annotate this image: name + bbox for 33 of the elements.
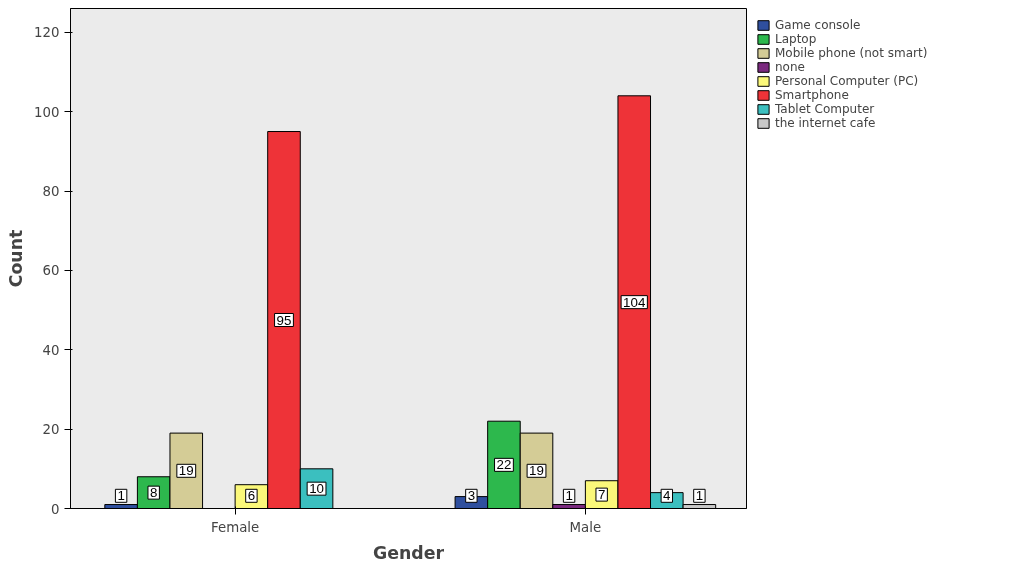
data-label: 104 <box>623 294 646 310</box>
y-axis-title: Count <box>6 229 27 288</box>
legend-label: Tablet Computer <box>775 102 875 116</box>
x-axis-title: Gender <box>372 542 445 563</box>
legend-label: Smartphone <box>775 88 849 102</box>
legend-label: Game console <box>775 18 861 32</box>
x-tick-label: Male <box>569 519 602 535</box>
legend-label: Mobile phone (not smart) <box>775 46 928 60</box>
data-label: 1 <box>117 488 125 504</box>
data-label: 8 <box>149 485 158 501</box>
data-label: 4 <box>663 488 672 504</box>
data-label: 1 <box>565 488 573 504</box>
data-label: 19 <box>178 463 194 479</box>
data-label: 6 <box>247 488 256 504</box>
legend-label: the internet cafe <box>775 116 876 130</box>
y-tick-label: 120 <box>34 25 60 41</box>
legend-label: Laptop <box>775 32 817 46</box>
data-label: 19 <box>529 463 544 479</box>
y-tick-label: 80 <box>42 184 60 200</box>
data-label: 10 <box>309 481 324 497</box>
data-label: 22 <box>496 457 512 473</box>
data-label: 95 <box>276 312 292 328</box>
legend-label: Personal Computer (PC) <box>775 74 919 88</box>
y-tick-label: 20 <box>42 422 60 438</box>
data-label: 1 <box>695 488 704 504</box>
y-tick-label: 40 <box>42 342 60 358</box>
data-label: 7 <box>597 487 606 503</box>
x-tick-label: Female <box>211 519 260 535</box>
data-label: 3 <box>467 488 476 504</box>
legend-label: none <box>775 60 805 74</box>
y-tick-label: 0 <box>51 501 60 517</box>
y-tick-label: 100 <box>34 104 60 120</box>
y-tick-label: 60 <box>42 263 60 279</box>
